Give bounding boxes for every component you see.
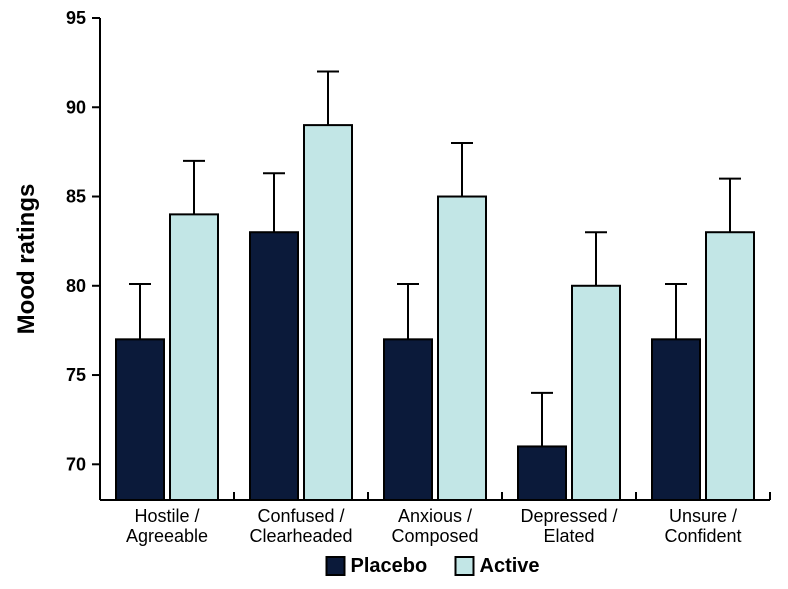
y-tick-label: 95 <box>66 8 86 28</box>
bar-active-3 <box>572 286 620 500</box>
mood-ratings-chart: 70 75 80 85 90 95 Mood ratings Hostile /Agreeab… <box>0 0 788 589</box>
x-category-label: Unsure / <box>669 506 737 526</box>
bar-active-4 <box>706 232 754 500</box>
legend-swatch <box>327 557 345 575</box>
x-category-label: Clearheaded <box>249 526 352 546</box>
x-category-label: Hostile / <box>134 506 199 526</box>
x-category-label: Elated <box>543 526 594 546</box>
x-category-label: Depressed / <box>520 506 617 526</box>
bar-active-1 <box>304 125 352 500</box>
x-category-label: Agreeable <box>126 526 208 546</box>
x-category-label: Confused / <box>257 506 344 526</box>
bar-placebo-0 <box>116 339 164 500</box>
bar-active-0 <box>170 214 218 500</box>
chart-svg: 70 75 80 85 90 95 Mood ratings Hostile /Agreeab… <box>0 0 788 589</box>
bar-placebo-4 <box>652 339 700 500</box>
y-tick-label: 85 <box>66 187 86 207</box>
x-category-label: Anxious / <box>398 506 472 526</box>
bar-active-2 <box>438 197 486 500</box>
x-category-label: Composed <box>391 526 478 546</box>
y-tick-label: 80 <box>66 276 86 296</box>
bar-placebo-2 <box>384 339 432 500</box>
y-tick-label: 90 <box>66 97 86 117</box>
bar-placebo-3 <box>518 446 566 500</box>
y-tick-label: 70 <box>66 454 86 474</box>
bar-placebo-1 <box>250 232 298 500</box>
legend-swatch <box>456 557 474 575</box>
x-category-label: Confident <box>664 526 741 546</box>
legend-label: Placebo <box>351 555 428 577</box>
y-tick-label: 75 <box>66 365 86 385</box>
y-axis-title: Mood ratings <box>13 184 40 335</box>
legend-label: Active <box>480 555 540 577</box>
